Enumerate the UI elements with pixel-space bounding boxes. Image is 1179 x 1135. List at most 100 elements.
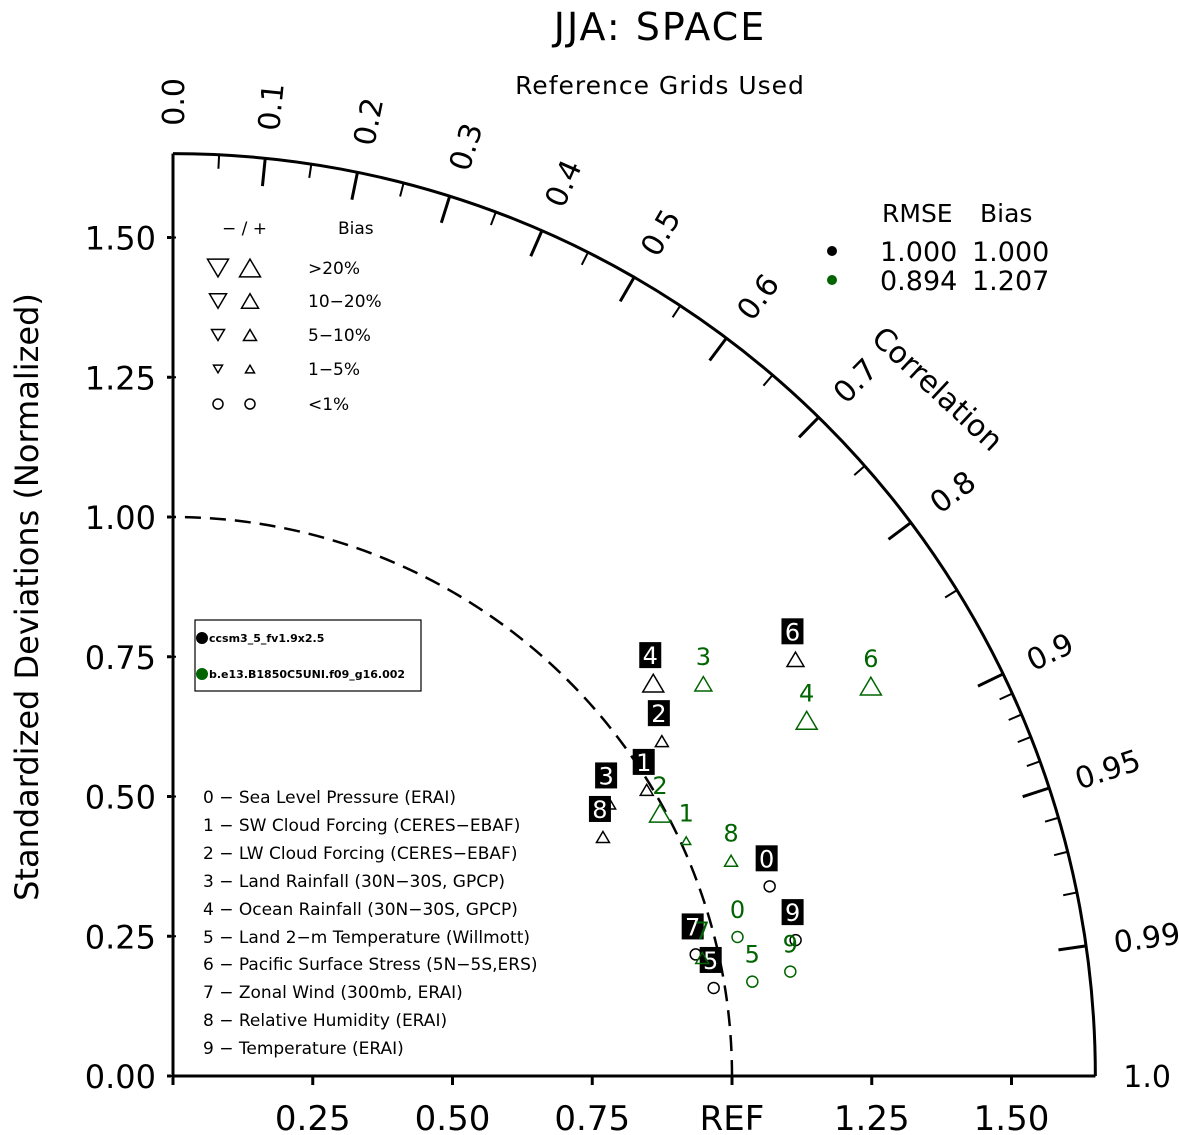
- variable-list-item: 1 − SW Cloud Forcing (CERES−EBAF): [203, 816, 520, 836]
- variable-list-item: 3 − Land Rainfall (30N−30S, GPCP): [203, 872, 505, 892]
- stats-legend-rmse-series-1: 1.000: [880, 237, 957, 268]
- stats-legend-bias-series-1: 1.000: [972, 237, 1049, 268]
- chart-subtitle: Reference Grids Used: [515, 71, 805, 100]
- variable-list-item: 9 − Temperature (ERAI): [203, 1039, 404, 1059]
- y-tick-label: 1.50: [85, 220, 156, 258]
- y-tick-label: 0.75: [85, 639, 156, 677]
- data-point-label-box: [639, 642, 662, 669]
- data-point-marker: [694, 950, 711, 965]
- data-point-label: 5: [703, 947, 718, 975]
- correlation-minor-tick: [1017, 736, 1032, 744]
- data-point-marker: [707, 981, 720, 995]
- data-point-label: 4: [643, 642, 658, 670]
- data-point-marker: [641, 672, 666, 693]
- data-point-marker: [784, 965, 797, 978]
- bias-legend-up-triangle-icon: [242, 327, 258, 342]
- stats-legend-rmse-series-2: 0.894: [880, 266, 957, 297]
- bias-legend-down-triangle-icon: [210, 328, 226, 343]
- correlation-tick-mark: [260, 158, 267, 187]
- variable-list-item: 7 − Zonal Wind (300mb, ERAI): [203, 983, 463, 1003]
- case-legend-frame: [194, 619, 422, 692]
- bias-legend-up-triangle-icon: [240, 292, 260, 309]
- case-legend-name-series-2: b.e13.B1850C5UNI.f09_g16.002: [209, 668, 405, 681]
- correlation-minor-tick: [853, 465, 866, 476]
- bias-legend-row-label: 5−10%: [308, 326, 371, 346]
- x-tick-label: REF: [700, 1099, 765, 1135]
- data-point-label: 2: [652, 772, 667, 800]
- data-point-label-box: [699, 946, 722, 973]
- correlation-tick-mark: [439, 195, 452, 224]
- case-legend-name-series-1: ccsm3_5_fv1.9x2.5: [209, 632, 324, 645]
- stats-legend-dot-series-2: [827, 275, 837, 285]
- x-tick-label: 0.25: [275, 1099, 351, 1135]
- correlation-tick-label: 0.0: [157, 78, 192, 126]
- correlation-minor-tick: [1053, 850, 1068, 857]
- correlation-tick-label: 0.9: [1021, 627, 1079, 679]
- data-point-label: 8: [723, 820, 738, 848]
- data-point-marker: [746, 975, 759, 988]
- data-point-label: 2: [651, 700, 666, 728]
- correlation-tick-mark: [529, 230, 544, 257]
- y-tick-label: 0.25: [85, 918, 156, 956]
- stats-legend-dot-series-1: [827, 246, 837, 256]
- variable-list-item: 4 − Ocean Rainfall (30N−30S, GPCP): [203, 900, 518, 920]
- correlation-tick-mark: [798, 416, 820, 439]
- variable-list: 0 − Sea Level Pressure (ERAI) 1 − SW Clo…: [203, 788, 538, 1059]
- data-point-label-box: [755, 845, 778, 872]
- x-tick-label: 1.50: [974, 1099, 1050, 1135]
- correlation-tick-label: 0.1: [252, 81, 292, 132]
- data-point-label: 3: [598, 762, 613, 790]
- bias-legend-up-triangle-icon: [238, 257, 262, 278]
- correlation-minor-tick: [580, 251, 589, 266]
- bias-legend-circle-icon: [244, 398, 256, 410]
- correlation-tick-label: 0.3: [443, 119, 491, 175]
- data-point-label: 1: [636, 749, 651, 777]
- correlation-tick-label: 0.4: [538, 155, 589, 213]
- bias-legend-row-label: >20%: [308, 259, 360, 279]
- correlation-tick-label: 0.8: [924, 464, 983, 521]
- correlation-minor-tick: [308, 163, 313, 179]
- bias-legend-down-triangle-icon: [208, 293, 228, 310]
- x-tick-label: 0.75: [554, 1099, 630, 1135]
- data-point-label: 3: [696, 643, 711, 671]
- bias-legend-rows: [206, 257, 262, 410]
- data-point-label: 9: [785, 899, 800, 927]
- correlation-tick-label: 0.2: [347, 95, 391, 149]
- data-point-marker: [763, 880, 776, 893]
- bias-legend: − / + Bias >20% 10−20% 5−10% 1−5% <1%: [206, 219, 382, 415]
- y-tick-label: 1.25: [85, 359, 156, 397]
- correlation-tick-label: 0.5: [634, 204, 688, 263]
- data-point-label-box: [781, 899, 804, 926]
- data-point-marker: [794, 709, 819, 730]
- data-point-label-box: [681, 913, 704, 940]
- bias-legend-circle-icon: [212, 398, 224, 410]
- y-axis-label: Standardized Deviations (Normalized): [8, 293, 46, 901]
- correlation-arc-label: Correlation: [865, 320, 1010, 458]
- correlation-tick-mark: [708, 337, 728, 362]
- data-point-label: 7: [685, 913, 700, 941]
- y-tick-label: 1.00: [85, 499, 156, 537]
- data-point-marker: [648, 802, 672, 823]
- data-point-marker: [680, 835, 693, 846]
- data-point-label: 7: [695, 917, 710, 945]
- stats-legend-rmse-header: RMSE: [882, 199, 953, 228]
- bias-legend-bias-header: Bias: [338, 219, 374, 239]
- correlation-minor-tick: [999, 692, 1013, 701]
- data-point-marker: [654, 734, 670, 748]
- correlation-tick-label: 0.7: [827, 352, 885, 411]
- variable-list-item: 0 − Sea Level Pressure (ERAI): [203, 788, 456, 808]
- variable-list-item: 2 − LW Cloud Forcing (CERES−EBAF): [203, 844, 517, 864]
- correlation-tick-label: 1.0: [1123, 1060, 1171, 1095]
- data-point-label-box: [632, 748, 655, 775]
- correlation-minor-tick: [489, 211, 497, 226]
- variable-list-item: 5 − Land 2−m Temperature (Willmott): [203, 928, 530, 948]
- stats-legend-bias-header: Bias: [980, 199, 1032, 228]
- correlation-tick-mark: [977, 672, 1004, 688]
- stats-legend: RMSE Bias 1.000 1.000 0.894 1.207: [827, 199, 1049, 297]
- correlation-minor-tick: [1063, 891, 1078, 897]
- case-legend-dot-series-1: [196, 632, 208, 644]
- data-point-label: 9: [783, 931, 798, 959]
- case-legend-dot-series-2: [196, 668, 208, 680]
